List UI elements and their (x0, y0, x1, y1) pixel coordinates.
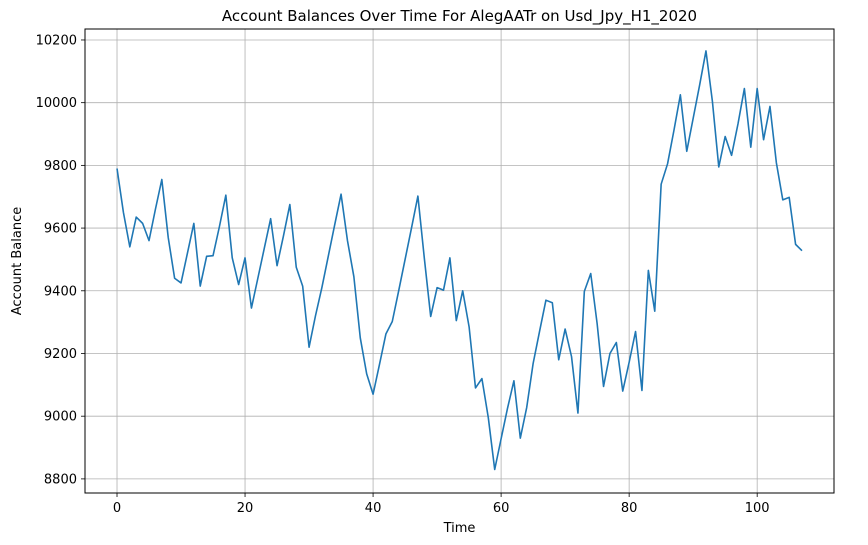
y-tick-label: 8800 (44, 472, 77, 487)
x-tick-label: 40 (365, 501, 382, 516)
grid (85, 29, 834, 493)
x-tick-label: 60 (493, 501, 510, 516)
y-tick-label: 9400 (44, 284, 77, 299)
x-axis-ticks: 0 20 40 60 80 100 (113, 493, 770, 516)
y-tick-label: 10200 (36, 33, 77, 48)
plot-frame (84, 28, 835, 494)
x-tick-label: 80 (621, 501, 638, 516)
y-tick-label: 9200 (44, 347, 77, 362)
y-tick-label: 9800 (44, 159, 77, 174)
x-axis-label: Time (443, 521, 476, 536)
y-axis-ticks: 8800 9000 9200 9400 9600 9800 10000 10200 (36, 33, 85, 487)
x-tick-label: 0 (113, 501, 121, 516)
series-layer (116, 50, 803, 471)
x-tick-label: 20 (237, 501, 254, 516)
y-tick-label: 9600 (44, 222, 77, 237)
x-tick-label: 100 (745, 501, 770, 516)
series-line (116, 50, 803, 471)
y-axis-label: Account Balance (10, 207, 25, 315)
y-tick-label: 9000 (44, 410, 77, 425)
chart-title: Account Balances Over Time For AlegAATr … (222, 7, 697, 26)
y-tick-label: 10000 (36, 96, 77, 111)
